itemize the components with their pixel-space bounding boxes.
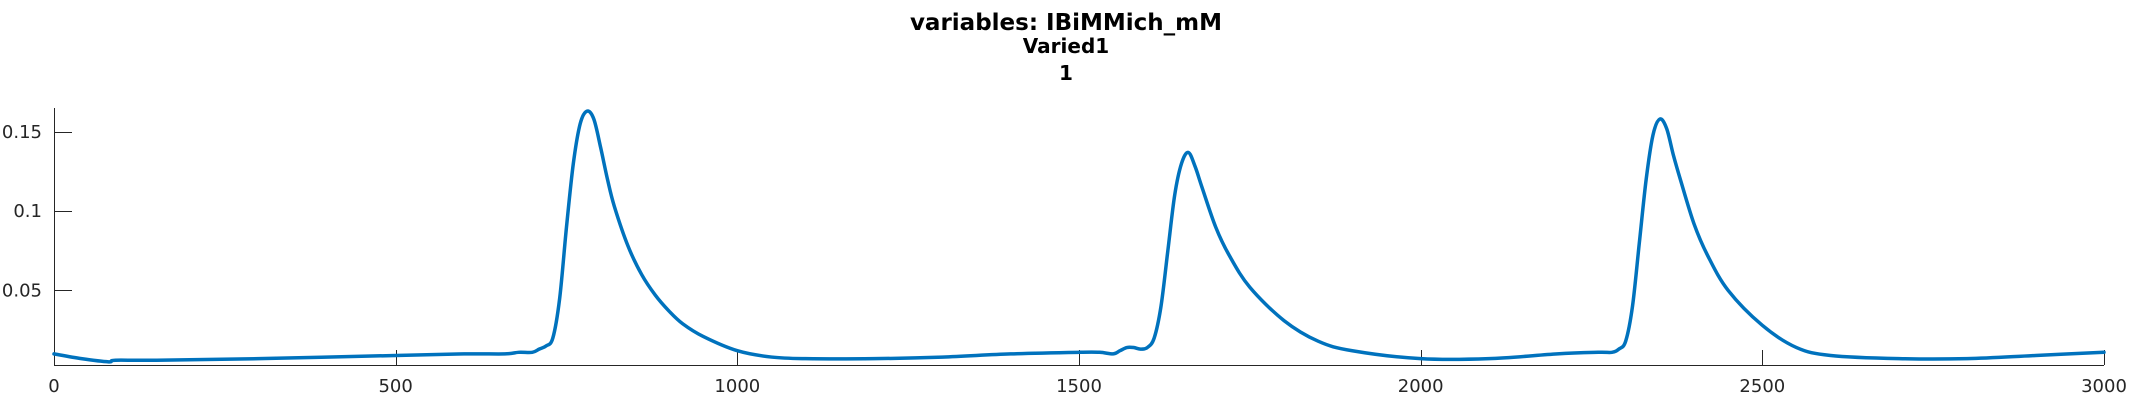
- series-line: [52, 109, 2106, 364]
- x-tick-label: 1000: [714, 376, 760, 397]
- chart-subtitle-2: 1: [1059, 61, 1073, 85]
- series-group: [52, 109, 2106, 364]
- x-tick-label: 500: [378, 376, 412, 397]
- y-tick-label: 0.1: [13, 201, 42, 222]
- x-ticks: 0 500 1000 1500 2000 2500 3000: [48, 350, 2127, 397]
- x-tick-label: 1500: [1056, 376, 1102, 397]
- chart-subtitle: Varied1: [1023, 34, 1109, 58]
- chart-title: variables: IBiMMich_mM: [910, 10, 1222, 36]
- x-tick-label: 3000: [2081, 376, 2127, 397]
- x-tick-label: 2000: [1398, 376, 1444, 397]
- x-tick-label: 2500: [1739, 376, 1785, 397]
- y-ticks: 0.05 0.1 0.15: [2, 122, 72, 301]
- axes: [54, 108, 2104, 366]
- x-tick-label: 0: [48, 376, 59, 397]
- y-tick-label: 0.05: [2, 280, 42, 301]
- y-tick-label: 0.15: [2, 122, 42, 143]
